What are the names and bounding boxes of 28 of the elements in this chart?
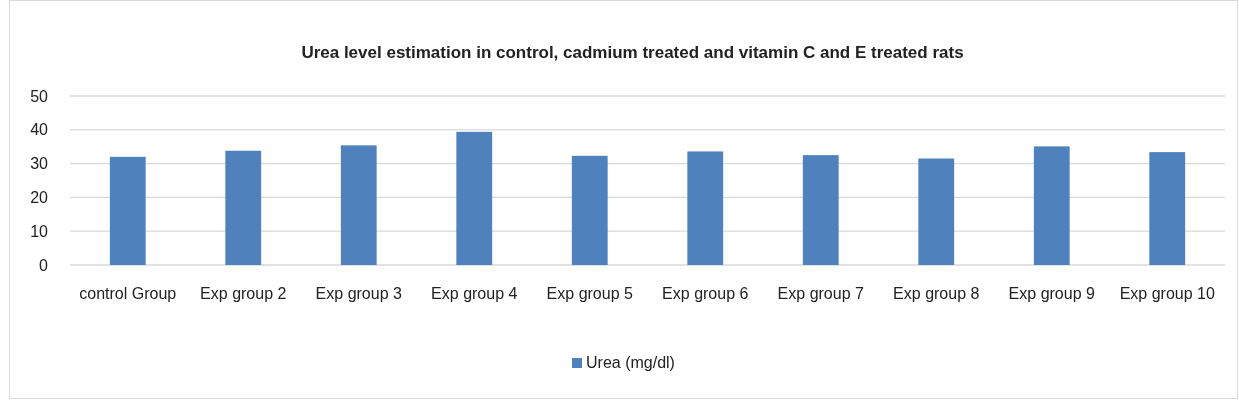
bar — [1149, 152, 1186, 265]
bar — [456, 131, 493, 265]
x-tick-label: control Group — [79, 285, 177, 302]
y-tick-label: 0 — [39, 256, 49, 274]
x-tick-label: Exp group 7 — [777, 285, 864, 302]
bar — [687, 151, 724, 265]
bar — [802, 155, 839, 265]
bar — [109, 156, 146, 265]
bar — [1033, 146, 1070, 265]
x-tick-label: Exp group 8 — [893, 285, 980, 302]
y-tick-label: 20 — [30, 189, 49, 207]
x-tick-label: Exp group 4 — [431, 285, 518, 302]
legend-label: Urea (mg/dl) — [586, 354, 675, 371]
x-tick-label: Exp group 3 — [315, 285, 402, 302]
x-tick-label: Exp group 2 — [200, 285, 287, 302]
x-tick-label: Exp group 6 — [662, 285, 749, 302]
x-tick-label: Exp group 5 — [546, 285, 633, 302]
bar — [225, 150, 262, 265]
bar — [918, 158, 955, 265]
y-tick-label: 30 — [30, 155, 49, 173]
y-tick-label: 50 — [30, 87, 49, 105]
y-tick-label: 40 — [30, 121, 49, 139]
chart-title: Urea level estimation in control, cadmium treated and vitamin C and E treated rats — [301, 43, 964, 62]
bar — [340, 145, 377, 265]
x-tick-label: Exp group 10 — [1119, 285, 1215, 302]
y-tick-label: 10 — [30, 222, 49, 240]
x-tick-label: Exp group 9 — [1008, 285, 1095, 302]
bar — [571, 155, 608, 265]
